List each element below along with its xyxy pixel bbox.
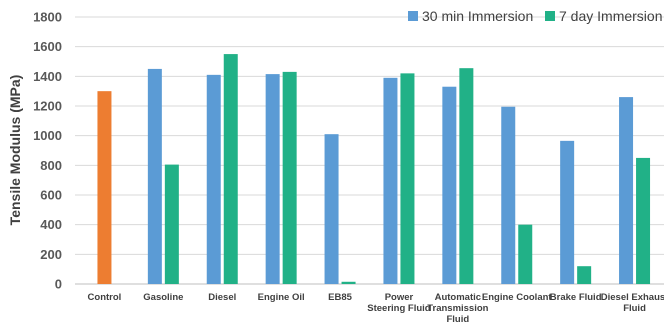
- legend-swatch: [408, 11, 418, 21]
- category-label: Power Steering Fluid: [367, 292, 431, 314]
- bar-30min: [619, 97, 634, 284]
- y-tick-label: 400: [40, 217, 62, 232]
- bar-7day: [577, 266, 592, 284]
- legend-label: 7 day Immersion: [559, 8, 662, 24]
- y-axis-tick-labels: 0 200 400 600 800 1000 1200 1400 1600 1800: [33, 10, 62, 292]
- legend-swatch: [545, 11, 555, 21]
- bar-30min: [501, 106, 516, 284]
- bar-7day: [223, 54, 238, 285]
- bar-7day: [636, 157, 651, 284]
- bar-7day: [341, 281, 356, 284]
- bar-30min: [560, 140, 575, 284]
- y-tick-label: 1200: [33, 99, 62, 114]
- y-axis-label: Tensile Modulus (MPa): [7, 75, 23, 226]
- y-tick-label: 1600: [33, 39, 62, 54]
- category-labels: Control Gasoline Diesel Engine Oil EB85 Power…: [88, 292, 664, 324]
- category-label: Diesel: [208, 292, 236, 303]
- bar-30min: [442, 86, 457, 284]
- y-tick-label: 0: [55, 277, 62, 292]
- category-label: Control: [88, 292, 122, 303]
- bars: [97, 54, 651, 285]
- y-tick-label: 1400: [33, 69, 62, 84]
- y-tick-label: 600: [40, 188, 62, 203]
- bar-30min: [265, 74, 280, 284]
- legend-label: 30 min Immersion: [422, 8, 533, 24]
- gridlines: [75, 16, 664, 285]
- category-label: EB85: [328, 292, 352, 303]
- category-label: Automatic Transmission Fluid: [427, 292, 488, 324]
- category-label: Engine Coolant: [482, 292, 553, 303]
- bar-control: [97, 91, 112, 285]
- category-label: Brake Fluid: [550, 292, 602, 303]
- bar-30min: [206, 74, 221, 284]
- category-label: Diesel Exhaust Fluid: [601, 292, 664, 314]
- category-label: Engine Oil: [258, 292, 305, 303]
- category-label: Gasoline: [143, 292, 183, 303]
- y-tick-label: 1000: [33, 128, 62, 143]
- y-tick-label: 200: [40, 247, 62, 262]
- y-tick-label: 1800: [33, 10, 62, 25]
- legend: 30 min Immersion 7 day Immersion: [408, 8, 662, 24]
- bar-7day: [164, 164, 179, 284]
- bar-7day: [282, 71, 297, 284]
- y-tick-label: 800: [40, 158, 62, 173]
- bar-7day: [400, 73, 415, 284]
- bar-7day: [518, 224, 533, 284]
- bar-30min: [324, 134, 339, 284]
- bar-30min: [147, 68, 162, 285]
- bar-30min: [383, 77, 398, 284]
- bar-7day: [459, 68, 474, 284]
